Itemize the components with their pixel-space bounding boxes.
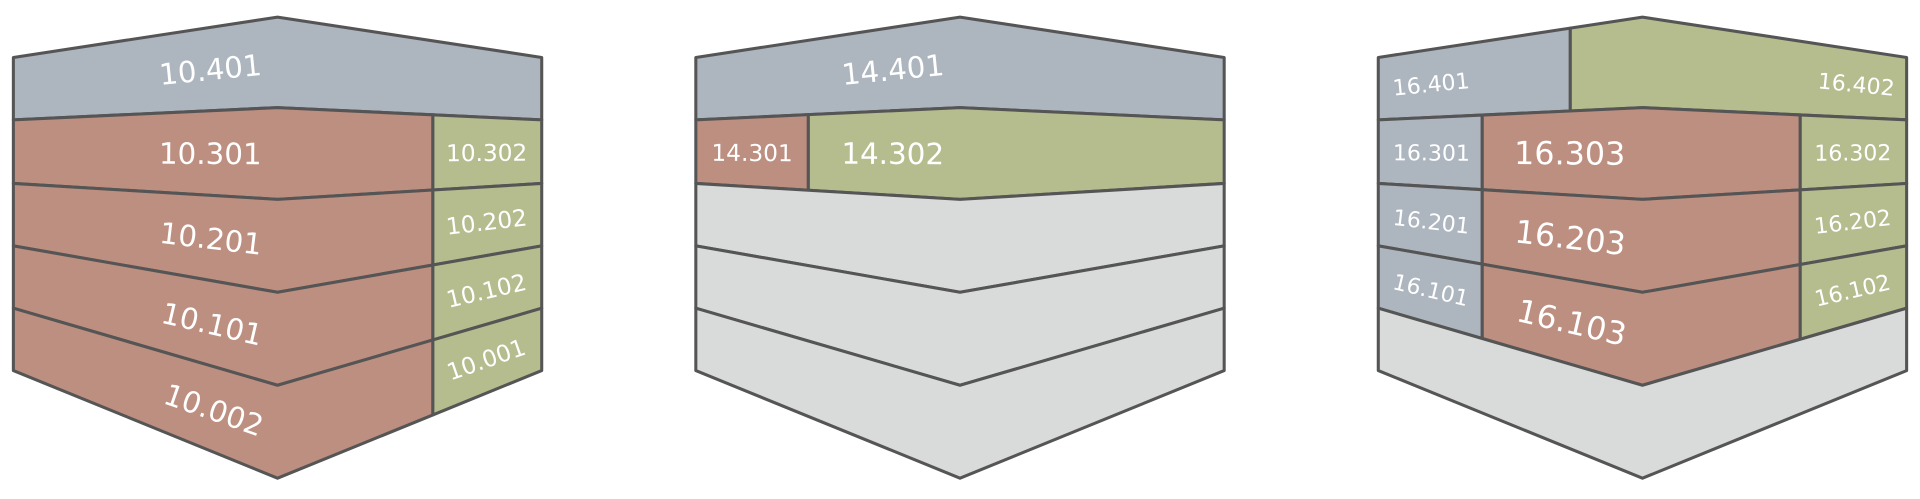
unit-label: 10.302 bbox=[446, 140, 527, 168]
unit-block bbox=[1376, 306, 1909, 480]
unit-block bbox=[694, 15, 1226, 122]
unit-label: 14.302 bbox=[841, 137, 944, 172]
unit-block bbox=[431, 306, 544, 417]
unit-block bbox=[1376, 26, 1572, 122]
unit-label: 16.303 bbox=[1514, 135, 1625, 173]
unit-block bbox=[694, 306, 1226, 480]
unit-label: 16.301 bbox=[1393, 141, 1470, 167]
unit-label: 14.301 bbox=[711, 140, 792, 168]
unit-block bbox=[11, 15, 544, 122]
unit-block bbox=[1568, 15, 1909, 122]
unit-label: 10.301 bbox=[159, 137, 262, 172]
unit-label: 16.302 bbox=[1814, 141, 1891, 167]
